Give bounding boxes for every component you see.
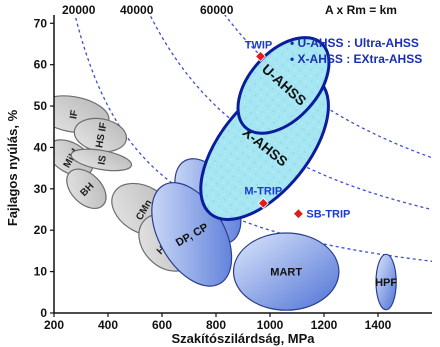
y-tick-label: 20 xyxy=(34,223,48,237)
y-tick-label: 60 xyxy=(34,58,48,72)
region-label: HS IF xyxy=(94,122,109,149)
data-point xyxy=(254,50,267,62)
region-label: IS xyxy=(97,154,110,166)
region-u-ahss: U-AHSS xyxy=(236,36,331,135)
iso-curve xyxy=(74,15,432,262)
region-hpf: HPF xyxy=(375,253,397,311)
region-bh: BH xyxy=(66,168,107,210)
region-mart: MART xyxy=(232,232,340,311)
x-tick-label: 600 xyxy=(152,318,172,332)
y-axis-title: Fajlagos nyúlás, % xyxy=(5,109,20,226)
region-shape xyxy=(70,148,133,172)
region-shape xyxy=(54,139,94,177)
data-point xyxy=(292,208,304,220)
x-tick-label: 400 xyxy=(98,318,118,332)
legend-entry: • X-AHSS : EXtra-AHSS xyxy=(290,52,422,66)
y-tick-label: 30 xyxy=(34,182,48,196)
region-label: MART xyxy=(270,267,302,279)
y-tick-label: 0 xyxy=(40,306,47,320)
x-tick-label: 1000 xyxy=(257,318,284,332)
region-label: IF xyxy=(68,109,80,120)
iso-curve-label: 20000 xyxy=(62,3,96,17)
y-tick-label: 10 xyxy=(34,265,48,279)
data-point-label: M-TRIP xyxy=(244,185,282,197)
x-tick-label: 1200 xyxy=(311,318,338,332)
data-point-label: SB-TRIP xyxy=(306,209,350,221)
data-point-label: TWIP xyxy=(245,39,273,51)
formula-label: A x Rm = km xyxy=(325,3,397,17)
y-tick-label: 50 xyxy=(34,99,48,113)
x-axis-title: Szakítószilárdság, MPa xyxy=(171,331,315,346)
region-shape xyxy=(66,168,107,210)
y-tick-label: 40 xyxy=(34,140,48,154)
y-tick-label: 70 xyxy=(34,16,48,30)
iso-curve-label: 40000 xyxy=(120,3,154,17)
region-is: IS xyxy=(70,148,133,172)
legend-entry: • U-AHSS : Ultra-AHSS xyxy=(290,36,419,50)
iso-curve-label: 60000 xyxy=(200,3,234,17)
x-tick-label: 200 xyxy=(44,318,64,332)
region-label: HPF xyxy=(375,277,397,289)
data-point xyxy=(257,197,269,209)
x-tick-label: 1400 xyxy=(365,318,392,332)
region-shape xyxy=(375,253,397,311)
x-tick-label: 800 xyxy=(206,318,226,332)
region-shape xyxy=(232,232,340,311)
